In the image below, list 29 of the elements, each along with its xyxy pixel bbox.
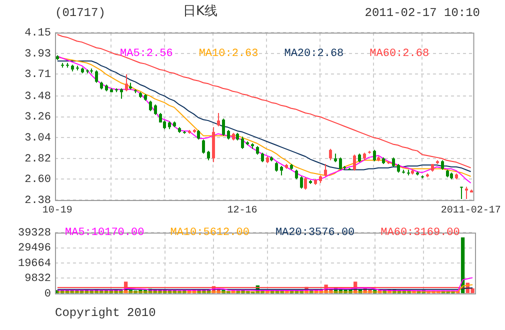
x-tick-label: 12-16: [227, 206, 258, 217]
y-tick-label: 2.82: [24, 153, 51, 166]
y-tick-label: 4.15: [24, 28, 51, 40]
text: 2011-02-17 10:10: [364, 6, 480, 20]
text: MA20:3576.00: [275, 227, 355, 239]
text: (01717): [55, 6, 106, 20]
y-tick-label: 3.26: [24, 112, 51, 124]
y-tick-label: 29496: [18, 242, 51, 255]
y-tick-label: 2.38: [24, 194, 51, 207]
y-tick-label: 3.04: [24, 132, 52, 144]
y-tick-label: 19664: [18, 258, 52, 270]
text: Copyright 2010: [55, 306, 156, 320]
y-tick-label: 0: [44, 288, 51, 300]
x-tick-label: 2011-02-17: [440, 206, 501, 217]
text: MA5:10170.00: [65, 227, 144, 239]
chart-title: 日K线: [183, 3, 218, 20]
y-tick-label: 39328: [18, 228, 51, 240]
y-tick-label: 3.71: [24, 69, 52, 82]
y-tick-label: 3.48: [24, 90, 51, 103]
text: MA10:5612.00: [170, 227, 250, 239]
y-tick-label: 9832: [24, 273, 51, 286]
y-tick-label: 3.93: [24, 48, 51, 60]
text: MA5:2.56: [120, 48, 173, 60]
x-tick-label: 10-19: [42, 206, 72, 217]
text: MA60:3169.00: [380, 227, 460, 239]
text: MA60:2.68: [370, 48, 430, 60]
text: MA10:2.63: [198, 48, 258, 60]
y-tick-label: 2.60: [24, 174, 51, 186]
text: MA20:2.68: [284, 48, 344, 60]
